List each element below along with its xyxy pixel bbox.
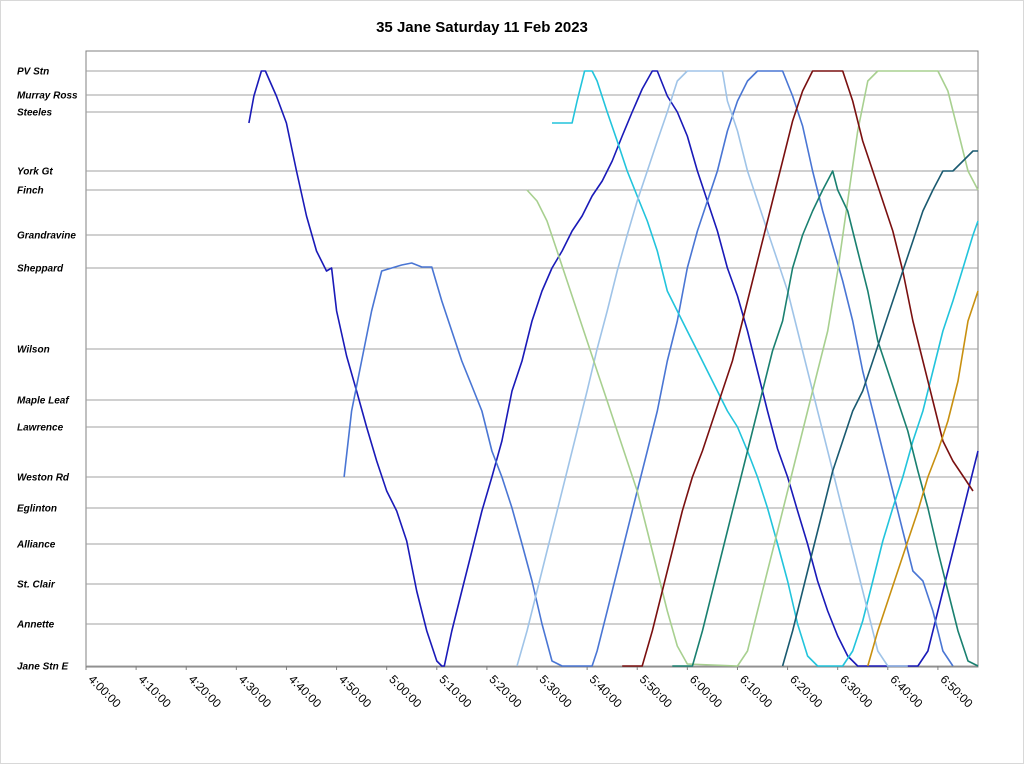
vehicle-trip-lines — [248, 70, 979, 667]
chart-title: 35 Jane Saturday 11 Feb 2023 — [376, 19, 588, 36]
station-label: Steeles — [17, 108, 52, 119]
x-tick-label: 4:00:00 — [86, 672, 124, 710]
x-tick-label: 5:10:00 — [436, 672, 474, 710]
trip-line-2 — [552, 70, 979, 667]
station-label: Finch — [17, 186, 44, 197]
trip-line-8 — [867, 290, 979, 667]
station-label: Eglinton — [17, 504, 57, 515]
station-label: Annette — [16, 620, 55, 631]
trip-line-0 — [248, 70, 979, 667]
x-tick-label: 5:30:00 — [537, 672, 575, 710]
trip-line-3 — [516, 70, 908, 667]
station-labels: PV Stn Murray Ross Steeles York Gt Finch Gran… — [16, 67, 78, 673]
x-tick-label: 6:30:00 — [837, 672, 875, 710]
x-tick-label: 6:10:00 — [737, 672, 775, 710]
x-tick-label: 6:00:00 — [687, 672, 725, 710]
trip-line-4 — [526, 70, 979, 667]
station-label: Wilson — [17, 345, 50, 356]
x-tick-label: 6:50:00 — [937, 672, 975, 710]
station-label: Maple Leaf — [17, 396, 70, 407]
station-label: Weston Rd — [17, 473, 70, 484]
x-tick-label: 4:10:00 — [136, 672, 174, 710]
trip-line-1 — [343, 70, 954, 667]
station-label: Alliance — [16, 540, 56, 551]
trip-line-7 — [781, 150, 978, 667]
station-label: Grandravine — [17, 231, 76, 242]
station-label: Murray Ross — [17, 91, 78, 102]
x-tick-label: 5:40:00 — [587, 672, 625, 710]
trip-line-6 — [672, 170, 979, 667]
station-label: Lawrence — [17, 423, 64, 434]
plot-area — [85, 50, 979, 668]
x-tick-label: 4:20:00 — [186, 672, 224, 710]
x-tick-label: 6:40:00 — [887, 672, 925, 710]
time-tick-labels: 4:00:00 4:10:00 4:20:00 4:30:00 4:40:00 4:50:… — [85, 666, 976, 711]
x-tick-label: 5:50:00 — [637, 672, 675, 710]
station-label: PV Stn — [17, 67, 49, 78]
x-tick-label: 5:20:00 — [486, 672, 524, 710]
station-label: Sheppard — [17, 264, 64, 275]
x-tick-label: 4:50:00 — [336, 672, 374, 710]
x-tick-label: 4:40:00 — [286, 672, 324, 710]
station-label: Jane Stn E — [17, 662, 68, 673]
station-label: St. Clair — [17, 580, 56, 591]
x-tick-label: 4:30:00 — [236, 672, 274, 710]
x-tick-label: 6:20:00 — [787, 672, 825, 710]
station-label: York Gt — [17, 167, 53, 178]
trip-line-5 — [622, 70, 974, 667]
x-tick-label: 5:00:00 — [386, 672, 424, 710]
